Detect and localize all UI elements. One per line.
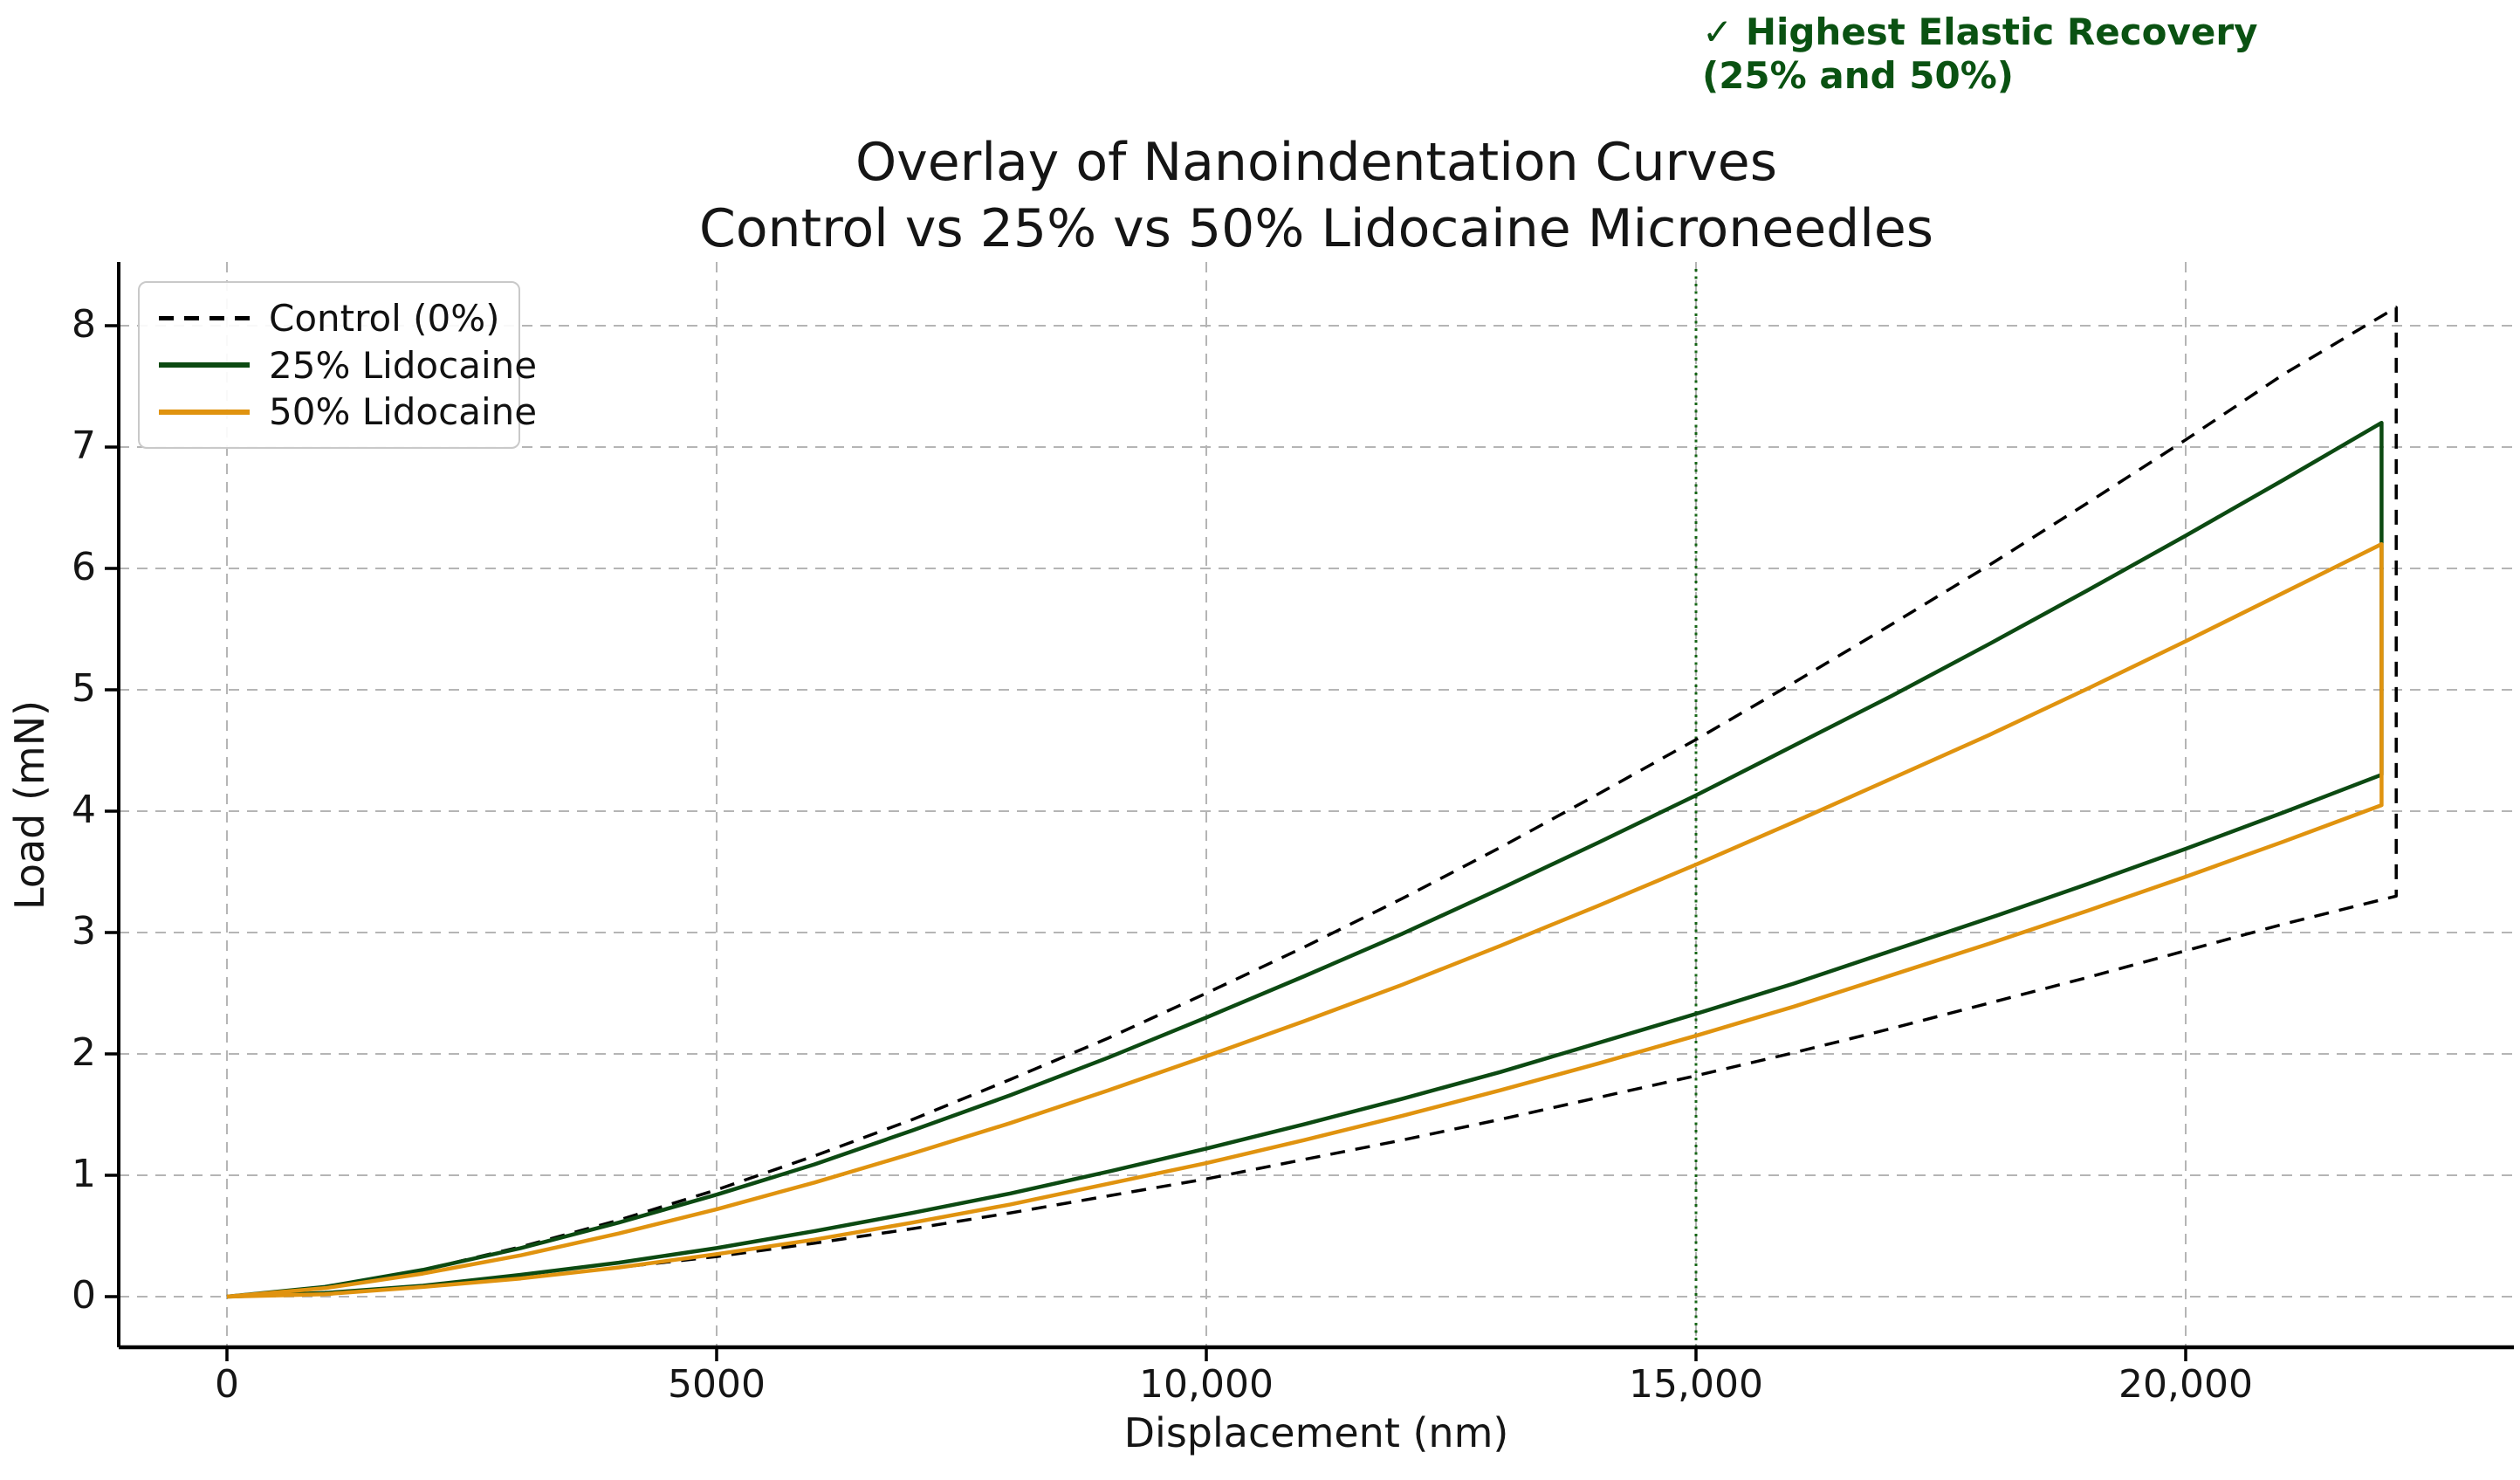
x-tick-label: 10,000 [1139,1362,1274,1407]
annotation-line2: (25% and 50%) [1702,54,2014,97]
x-tick-label: 15,000 [1629,1362,1763,1407]
curve-50-lidocaine [226,541,2384,1299]
curve-25-lidocaine [226,420,2384,1299]
y-tick-label: 7 [72,423,96,468]
chart-title-line1: Overlay of Nanoindentation Curves [855,132,1777,193]
y-tick-label: 3 [72,909,96,953]
legend-item-25pct: 25% Lidocaine [159,344,537,387]
annotation-line1: ✓ Highest Elastic Recovery [1702,10,2258,53]
y-tick-label: 2 [72,1030,96,1075]
legend-label-control: Control (0%) [269,297,500,340]
legend-line-50pct-icon [159,409,250,415]
legend-label-25pct: 25% Lidocaine [269,343,538,387]
y-tick-label: 1 [72,1152,96,1196]
x-axis-label: Displacement (nm) [1123,1409,1509,1456]
legend-label-50pct: 50% Lidocaine [269,390,538,433]
legend-line-25pct-icon [159,362,250,368]
chart-title-line2: Control vs 25% vs 50% Lidocaine Micronee… [698,198,1934,259]
curve-control-0- [226,306,2398,1298]
x-tick-label: 5000 [668,1362,766,1407]
elastic-recovery-annotation: ✓ Highest Elastic Recovery (25% and 50%) [1702,10,2257,98]
chart-title: Overlay of Nanoindentation Curves Contro… [119,129,2514,262]
legend-line-control-icon [159,316,250,320]
y-tick-label: 4 [72,788,96,832]
legend: Control (0%) 25% Lidocaine 50% Lidocaine [138,281,537,449]
y-tick-label: 0 [72,1273,96,1318]
x-tick-label: 20,000 [2118,1362,2253,1407]
legend-item-50pct: 50% Lidocaine [159,390,537,433]
y-tick-label: 8 [72,302,96,347]
y-tick-label: 6 [72,545,96,589]
y-tick-label: 5 [72,666,96,711]
legend-item-control: Control (0%) [159,297,500,340]
x-tick-label: 0 [215,1362,239,1407]
